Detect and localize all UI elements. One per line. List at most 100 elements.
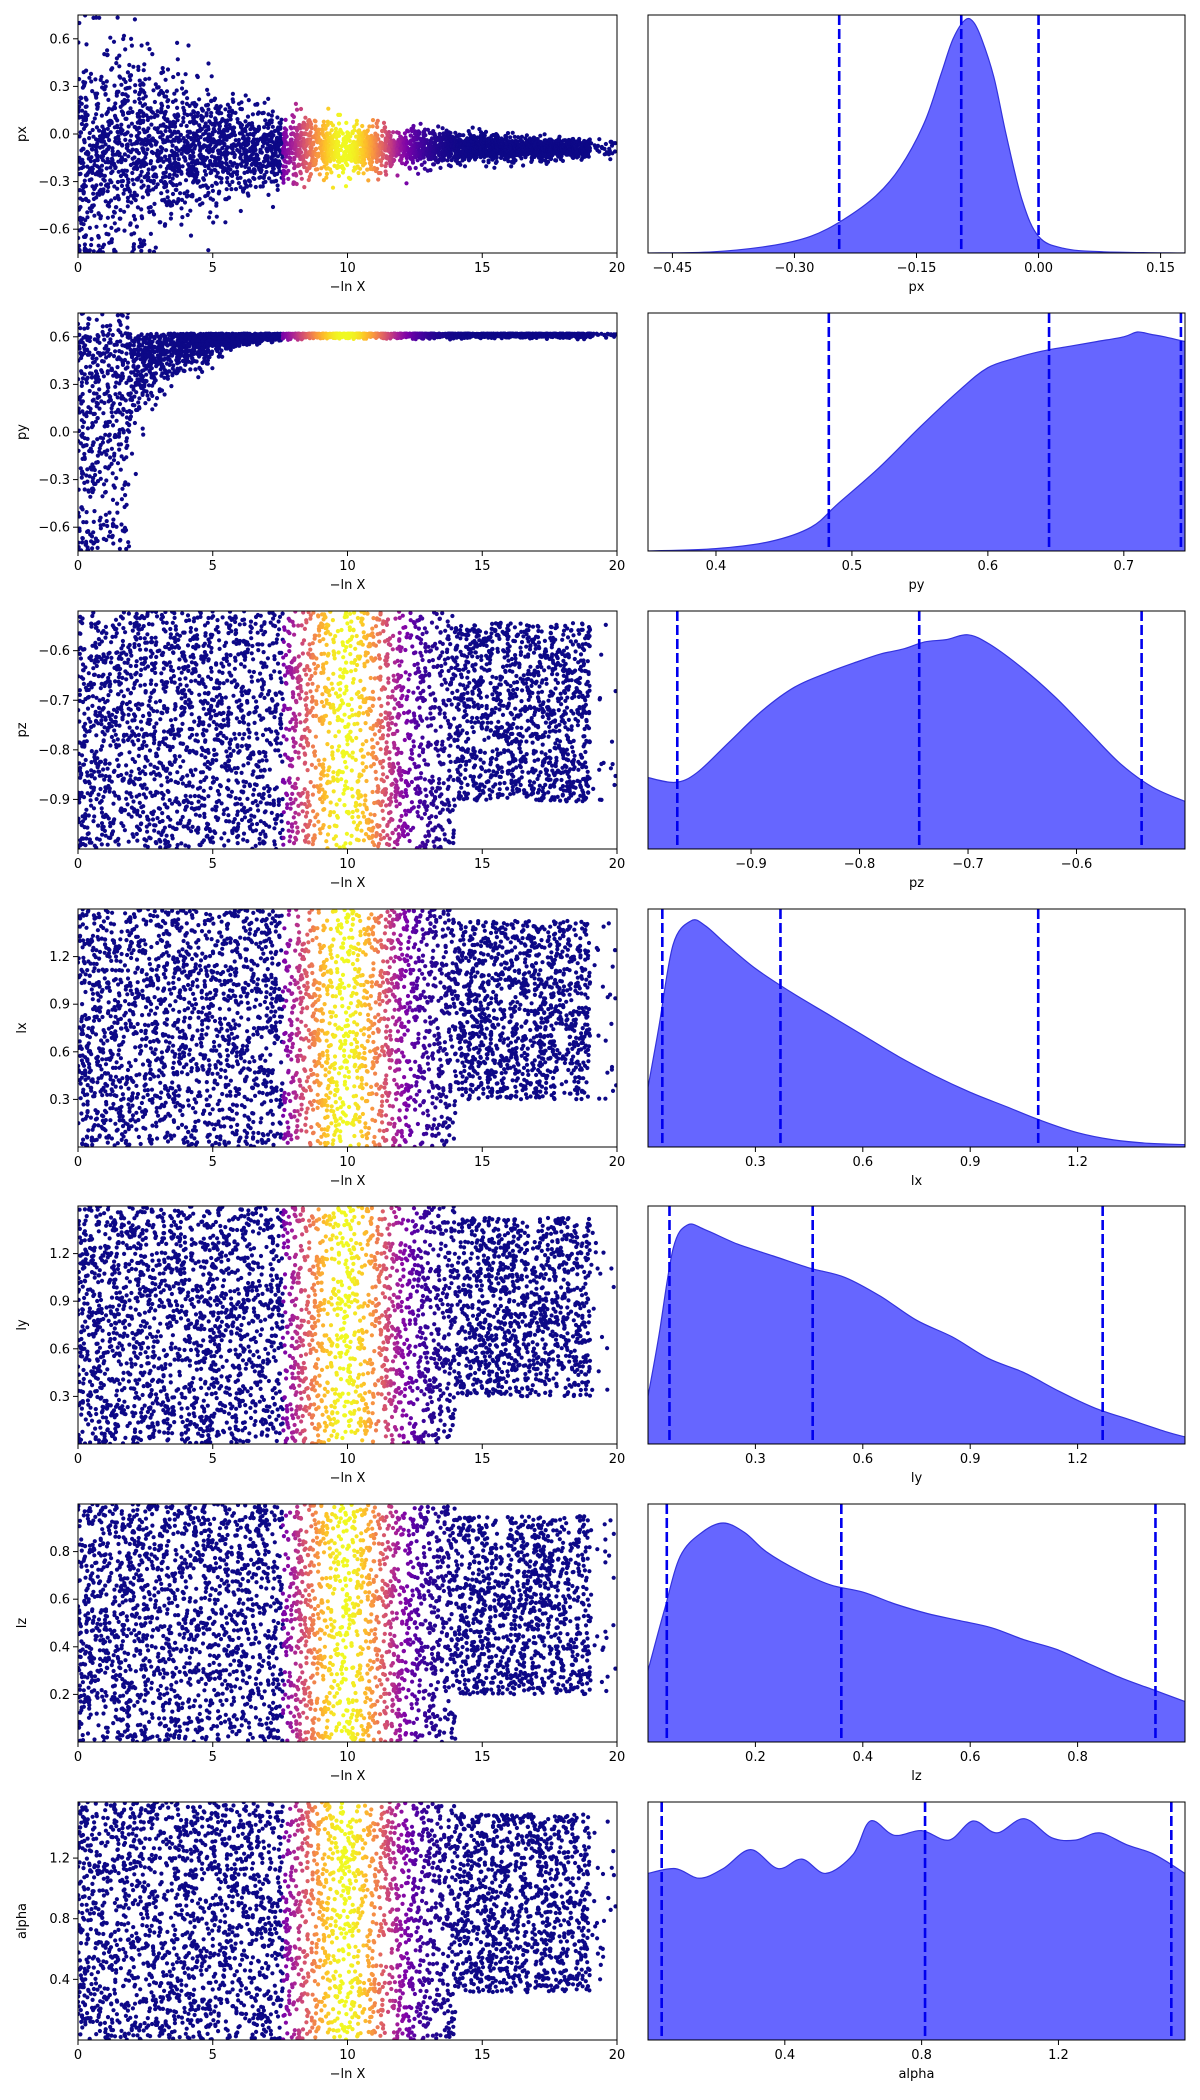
scatter-point	[329, 170, 334, 175]
scatter-point	[239, 142, 245, 147]
scatter-point	[139, 141, 144, 146]
scatter-point	[176, 113, 181, 119]
scatter-point	[203, 121, 208, 126]
scatter-point	[128, 73, 133, 78]
scatter-point	[115, 365, 120, 370]
scatter-point	[223, 160, 229, 166]
scatter-point	[354, 118, 359, 123]
scatter-point	[263, 118, 268, 123]
scatter-point	[422, 166, 427, 171]
scatter-point	[277, 131, 282, 136]
scatter-point	[110, 332, 115, 338]
scatter-point	[510, 130, 515, 135]
scatter-point	[379, 163, 384, 168]
scatter-point	[127, 110, 132, 115]
scatter-point	[168, 128, 173, 134]
scatter-point	[131, 247, 136, 252]
scatter-point	[126, 482, 131, 487]
scatter-point	[184, 123, 189, 129]
scatter-point	[441, 131, 446, 136]
scatter-point	[208, 114, 214, 119]
scatter-point	[96, 211, 101, 216]
scatter-point	[113, 205, 118, 210]
scatter-point	[203, 163, 208, 169]
scatter-point	[200, 115, 206, 120]
scatter-point	[192, 119, 197, 124]
scatter-point	[98, 182, 104, 187]
scatter-point	[253, 102, 258, 107]
scatter-point	[295, 125, 300, 130]
scatter-point	[374, 159, 379, 164]
scatter-point	[136, 112, 141, 117]
scatter-point	[122, 228, 127, 233]
scatter-point	[336, 143, 341, 148]
scatter-point	[131, 166, 136, 171]
scatter-point	[152, 99, 157, 105]
scatter-point	[345, 130, 350, 135]
scatter-point	[297, 163, 302, 168]
scatter-point	[129, 451, 135, 456]
scatter-point	[146, 167, 151, 172]
scatter-point	[103, 432, 108, 437]
scatter-point	[117, 401, 123, 407]
scatter-point	[164, 94, 169, 99]
scatter-point	[240, 131, 245, 136]
scatter-point	[162, 392, 167, 397]
scatter-point	[227, 182, 232, 188]
scatter-point	[368, 166, 373, 171]
scatter-point	[212, 167, 217, 172]
scatter-point	[156, 152, 161, 157]
scatter-point	[119, 82, 124, 87]
scatter-point	[202, 143, 207, 148]
scatter-point	[105, 109, 110, 115]
scatter-point	[251, 131, 256, 136]
trace-xlabel: −ln X	[330, 280, 366, 295]
scatter-point	[343, 134, 348, 140]
scatter-point	[175, 118, 180, 123]
scatter-point	[78, 514, 82, 519]
scatter-point	[192, 175, 197, 180]
scatter-point	[111, 458, 117, 463]
scatter-point	[240, 136, 245, 141]
scatter-point	[129, 193, 134, 198]
scatter-point	[361, 171, 366, 176]
scatter-point	[521, 163, 526, 168]
scatter-point	[147, 76, 152, 81]
scatter-point	[217, 156, 222, 161]
scatter-point	[97, 406, 102, 411]
scatter-point	[103, 199, 108, 204]
x-tick-label: 15	[474, 261, 491, 276]
scatter-point	[126, 124, 131, 129]
scatter-point	[354, 121, 359, 127]
scatter-point	[78, 157, 82, 162]
scatter-point	[238, 175, 243, 180]
scatter-point	[260, 184, 265, 189]
scatter-point	[245, 114, 251, 119]
x-tick-label: 20	[609, 261, 626, 276]
scatter-point	[247, 155, 252, 160]
scatter-point	[277, 120, 282, 125]
scatter-point	[85, 467, 90, 472]
scatter-point	[445, 158, 450, 163]
scatter-point	[105, 215, 110, 220]
scatter-point	[101, 80, 106, 86]
scatter-point	[79, 101, 84, 106]
scatter-point	[123, 92, 128, 97]
scatter-point	[205, 185, 210, 190]
scatter-point	[92, 158, 97, 164]
scatter-point	[192, 102, 197, 107]
scatter-point	[88, 159, 93, 164]
scatter-point	[111, 483, 116, 488]
scatter-point	[79, 121, 84, 127]
scatter-point	[183, 178, 189, 183]
scatter-point	[233, 138, 238, 143]
scatter-point	[123, 99, 128, 105]
scatter-point	[129, 36, 134, 42]
scatter-point	[84, 364, 89, 370]
scatter-point	[218, 150, 223, 155]
scatter-point	[188, 233, 194, 238]
scatter-point	[343, 160, 348, 165]
scatter-point	[141, 68, 146, 73]
scatter-point	[142, 160, 147, 165]
scatter-point	[82, 138, 87, 143]
